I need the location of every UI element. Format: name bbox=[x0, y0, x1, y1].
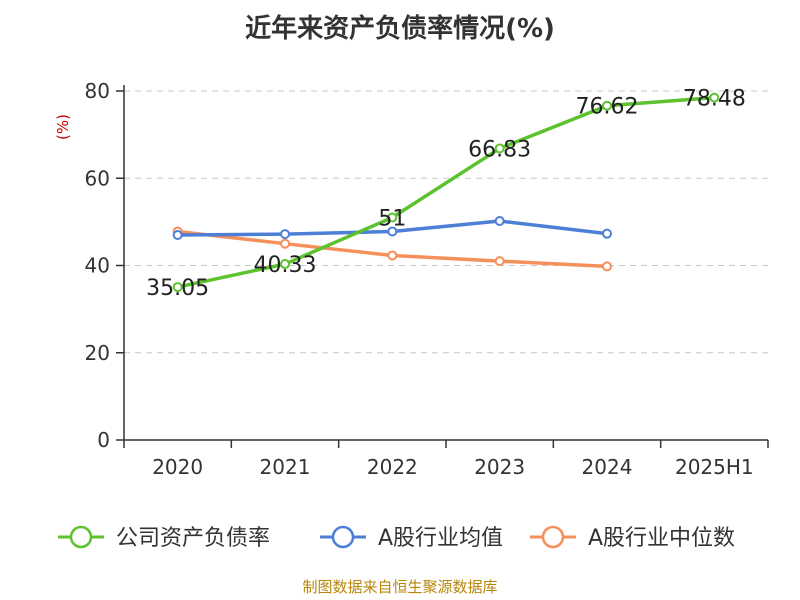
x-tick-label: 2024 bbox=[582, 455, 633, 479]
line-chart: 0 20 40 60 80 (%) 2020 2021 2022 2023 2024 2025H1 3… bbox=[54, 79, 769, 551]
data-point bbox=[280, 229, 290, 240]
y-tick-label: 20 bbox=[85, 341, 110, 365]
data-point bbox=[494, 143, 505, 154]
data-point bbox=[494, 256, 505, 267]
data-source-note: 制图数据来自恒生聚源数据库 bbox=[302, 578, 498, 596]
data-point bbox=[387, 226, 398, 237]
x-tick-label: 2021 bbox=[260, 455, 311, 479]
legend-label: A股行业中位数 bbox=[588, 526, 735, 551]
legend-label: 公司资产负债率 bbox=[116, 526, 270, 551]
series-layer bbox=[172, 92, 720, 293]
data-labels: 35.05 40.33 51 66.83 76.62 78.48 bbox=[146, 87, 746, 301]
y-axis-label: (%) bbox=[54, 114, 72, 140]
data-point bbox=[172, 229, 183, 240]
legend-item: A股行业均值 bbox=[320, 525, 503, 551]
data-point bbox=[280, 238, 290, 249]
legend: 公司资产负债率 A股行业均值 A股行业中位数 bbox=[58, 525, 735, 551]
data-label: 76.62 bbox=[576, 95, 639, 120]
data-label: 78.48 bbox=[683, 87, 746, 112]
x-tick-label: 2025H1 bbox=[675, 455, 754, 479]
y-tick-label: 60 bbox=[85, 166, 110, 190]
x-tick-label: 2023 bbox=[474, 455, 525, 479]
x-tick-label: 2022 bbox=[367, 455, 418, 479]
data-point bbox=[387, 212, 398, 223]
x-tick-label: 2020 bbox=[152, 455, 203, 479]
legend-marker bbox=[331, 525, 355, 549]
grid-lines bbox=[124, 90, 768, 354]
axes: 0 20 40 60 80 (%) 2020 2021 2022 2023 2024 2025H1 bbox=[54, 79, 769, 479]
data-label: 66.83 bbox=[468, 137, 531, 162]
data-point bbox=[494, 216, 505, 227]
legend-item: 公司资产负债率 bbox=[58, 525, 270, 551]
legend-label: A股行业均值 bbox=[378, 526, 503, 551]
y-tick-label: 80 bbox=[85, 79, 110, 103]
data-point bbox=[280, 259, 290, 270]
y-tick-label: 40 bbox=[85, 254, 110, 278]
series-line bbox=[175, 95, 717, 289]
data-point bbox=[172, 282, 183, 293]
y-tick-label: 0 bbox=[97, 428, 110, 452]
data-point bbox=[709, 92, 720, 103]
data-point bbox=[602, 261, 612, 272]
legend-item: A股行业中位数 bbox=[530, 525, 735, 551]
data-point bbox=[602, 228, 612, 239]
chart-title: 近年来资产负债率情况(%) bbox=[245, 14, 555, 44]
legend-marker bbox=[541, 525, 565, 549]
data-point bbox=[387, 250, 398, 261]
data-point bbox=[602, 100, 612, 111]
data-label: 35.05 bbox=[146, 276, 209, 301]
data-label: 51 bbox=[378, 207, 406, 232]
data-label: 40.33 bbox=[254, 253, 317, 278]
legend-marker bbox=[69, 525, 93, 549]
series-line bbox=[175, 229, 609, 269]
